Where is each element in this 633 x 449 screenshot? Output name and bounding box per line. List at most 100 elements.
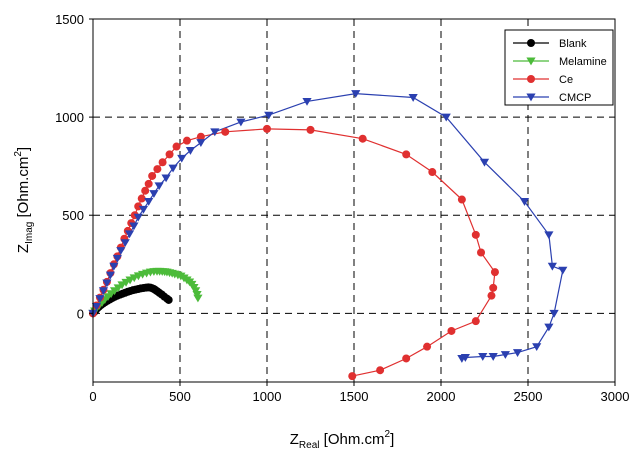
legend: Blank Melamine Ce CMCP xyxy=(504,29,614,106)
data-point-ce xyxy=(402,150,411,159)
data-point-ce xyxy=(172,142,181,151)
data-point-cmcp xyxy=(168,164,178,173)
data-point-ce xyxy=(457,195,466,204)
legend-label-blank: Blank xyxy=(559,38,587,50)
data-point-cmcp xyxy=(98,287,109,296)
data-point-ce xyxy=(471,317,480,326)
data-point-ce xyxy=(141,186,150,195)
data-point-cmcp xyxy=(133,213,143,222)
data-point-cmcp xyxy=(177,154,187,163)
data-point-ce xyxy=(144,179,153,188)
data-point-cmcp xyxy=(109,262,119,271)
legend-label-melamine: Melamine xyxy=(559,56,607,68)
legend-label-cmcp: CMCP xyxy=(559,92,591,104)
data-point-cmcp xyxy=(124,230,135,239)
data-point-cmcp xyxy=(351,90,361,98)
data-point-ce xyxy=(447,326,456,335)
data-point-ce xyxy=(487,291,496,300)
data-point-cmcp xyxy=(544,231,554,240)
x-tick-label: 2000 xyxy=(427,389,456,404)
data-point-cmcp xyxy=(144,198,154,206)
data-point-ce xyxy=(402,354,411,363)
data-point-ce xyxy=(158,158,167,167)
data-point-cmcp xyxy=(91,303,102,311)
x-tick-label: 3000 xyxy=(601,389,630,404)
data-point-cmcp xyxy=(196,139,206,147)
data-point-ce xyxy=(471,230,480,239)
grid-lines xyxy=(93,19,615,382)
x-tick-label: 0 xyxy=(89,389,96,404)
data-point-cmcp xyxy=(105,271,115,280)
data-point-ce xyxy=(423,342,432,351)
data-point-ce xyxy=(165,150,174,159)
data-point-ce xyxy=(134,202,143,211)
data-point-cmcp xyxy=(185,147,196,155)
y-tick-label: 1500 xyxy=(55,12,84,27)
data-point-cmcp xyxy=(120,239,130,248)
data-point-cmcp xyxy=(441,113,451,122)
data-point-cmcp xyxy=(512,349,523,357)
x-tick-labels: 0 500 1000 1500 2000 2500 3000 xyxy=(89,382,629,404)
data-point-cmcp xyxy=(302,97,312,106)
data-point-cmcp xyxy=(549,309,559,318)
data-point-cmcp xyxy=(138,205,149,214)
data-point-cmcp xyxy=(519,198,530,206)
data-point-ce xyxy=(306,125,315,134)
data-point-ce xyxy=(490,268,499,277)
y-tick-label: 1000 xyxy=(55,110,84,125)
data-point-ce xyxy=(489,283,498,292)
data-point-cmcp xyxy=(116,247,126,255)
data-point-ce xyxy=(148,171,157,180)
y-tick-label: 500 xyxy=(62,208,84,223)
data-point-ce xyxy=(196,132,205,141)
series-cmcp xyxy=(88,90,568,363)
data-point-ce xyxy=(153,165,162,174)
data-point-ce xyxy=(137,194,146,203)
data-point-cmcp xyxy=(264,111,274,120)
data-point-ce xyxy=(182,136,191,145)
data-point-cmcp xyxy=(479,158,490,167)
y-axis-title: ZImag [Ohm.cm2] xyxy=(13,147,35,253)
data-point-cmcp xyxy=(112,254,122,263)
data-point-cmcp xyxy=(558,266,568,275)
data-point-ce xyxy=(348,372,357,381)
data-point-cmcp xyxy=(547,262,557,271)
data-point-cmcp xyxy=(154,182,164,191)
data-point-cmcp xyxy=(129,222,139,231)
data-point-ce xyxy=(263,124,271,133)
data-point-cmcp xyxy=(236,118,246,127)
data-point-cmcp xyxy=(544,323,554,332)
x-tick-label: 500 xyxy=(169,389,191,404)
x-axis-title: ZReal [Ohm.cm2] xyxy=(290,429,395,449)
data-point-cmcp xyxy=(532,343,542,352)
y-tick-labels: 0 500 1000 1500 xyxy=(55,12,93,321)
data-point-cmcp xyxy=(408,94,418,102)
data-point-blank xyxy=(164,295,173,304)
x-tick-label: 1500 xyxy=(340,389,369,404)
legend-marker-blank xyxy=(527,39,535,47)
data-point-melamine xyxy=(193,294,203,303)
data-point-cmcp xyxy=(161,174,171,183)
legend-label-ce: Ce xyxy=(559,74,573,86)
data-point-ce xyxy=(221,127,230,136)
data-point-cmcp xyxy=(102,279,112,288)
data-point-cmcp xyxy=(149,190,159,199)
data-point-cmcp xyxy=(457,355,467,363)
legend-marker-cmcp xyxy=(526,93,536,102)
data-point-cmcp xyxy=(488,353,498,361)
y-tick-label: 0 xyxy=(77,306,84,321)
data-point-ce xyxy=(376,366,385,375)
data-point-ce xyxy=(477,248,486,257)
data-point-cmcp xyxy=(210,128,220,137)
data-point-ce xyxy=(428,168,437,177)
data-point-cmcp xyxy=(478,353,488,361)
data-point-ce xyxy=(358,134,367,143)
series-points xyxy=(88,90,568,381)
legend-marker-melamine xyxy=(526,57,536,66)
x-tick-label: 1000 xyxy=(253,389,282,404)
x-tick-label: 2500 xyxy=(514,389,543,404)
data-point-cmcp xyxy=(500,351,510,359)
legend-marker-ce xyxy=(527,75,535,83)
data-point-cmcp xyxy=(95,295,105,303)
